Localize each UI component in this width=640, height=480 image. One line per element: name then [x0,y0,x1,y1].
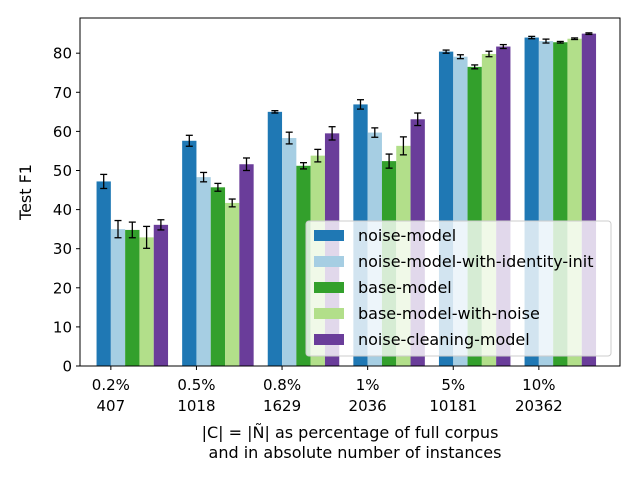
legend-label-noise-cleaning-model: noise-cleaning-model [358,330,530,349]
y-tick-label-70: 70 [53,84,72,102]
legend-swatch-noise-model-with-identity-init [314,256,344,267]
x-tick-label-percent-1: 0.5% [177,376,215,394]
bar-noise-model-with-identity-init-1 [196,177,211,366]
x-tick-label-percent-0: 0.2% [92,376,130,394]
y-tick-label-80: 80 [53,45,72,63]
x-tick-label-percent-2: 0.8% [263,376,301,394]
x-tick-label-percent-3: 1% [356,376,380,394]
legend-swatch-noise-model [314,230,344,241]
bar-base-model-0 [125,229,140,366]
legend-label-base-model: base-model [358,278,452,297]
bar-noise-cleaning-model-1 [239,164,254,366]
bar-noise-cleaning-model-0 [153,224,169,366]
x-tick-label-percent-4: 5% [441,376,465,394]
bar-noise-model-with-identity-init-0 [110,229,126,366]
bar-noise-model-2 [267,111,283,366]
bar-base-model-with-noise-0 [139,237,154,366]
legend: noise-model noise-model-with-identity-ini… [305,220,612,357]
bar-noise-model-0 [96,181,111,366]
y-tick-label-40: 40 [53,201,72,219]
legend-box [305,220,612,357]
y-tick-label-0: 0 [62,358,72,376]
bar-noise-model-1 [182,140,197,366]
legend-swatch-base-model-with-noise [314,308,344,319]
y-tick-label-10: 10 [53,318,72,336]
y-axis-title: Test F1 [16,164,35,221]
legend-label-base-model-with-noise: base-model-with-noise [358,304,540,323]
plot-frame [79,17,621,367]
legend-swatch-base-model [314,282,344,293]
x-tick-label-percent-5: 10% [522,376,555,394]
x-axis-title-line2: and in absolute number of instances [209,443,502,462]
y-tick-label-50: 50 [53,162,72,180]
y-tick-label-30: 30 [53,240,72,258]
x-tick-label-count-5: 20362 [515,397,563,415]
x-tick-label-count-0: 407 [97,397,126,415]
legend-label-noise-model: noise-model [358,226,456,245]
bar-base-model-with-noise-1 [225,202,240,366]
legend-label-noise-model-with-identity-init: noise-model-with-identity-init [358,252,593,271]
x-axis-title-line1: |C| = |Ñ| as percentage of full corpus [202,423,499,442]
bar-noise-model-with-identity-init-2 [282,138,297,366]
bar-base-model-1 [210,187,226,366]
legend-swatch-noise-cleaning-model [314,334,344,345]
axes-layer: 0 10 20 30 40 50 60 70 80 0.2% 407 0.5% 1018 0.8% 1629… [16,17,621,462]
x-tick-label-count-3: 2036 [349,397,387,415]
y-tick-label-20: 20 [53,279,72,297]
x-tick-label-count-4: 10181 [429,397,477,415]
y-tick-label-60: 60 [53,123,72,141]
x-tick-label-count-1: 1018 [177,397,215,415]
x-tick-label-count-2: 1629 [263,397,301,415]
